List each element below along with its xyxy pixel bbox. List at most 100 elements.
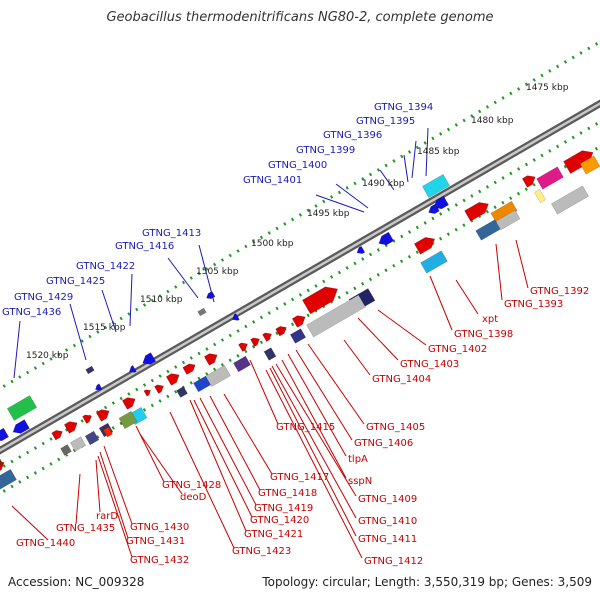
leader-line-upper xyxy=(13,320,21,379)
cds-box-olive xyxy=(118,410,138,430)
cds-box-blue xyxy=(193,375,211,393)
forward-cds-arrow xyxy=(154,384,164,394)
gene-label-upper: GTNG_1422 xyxy=(76,261,135,272)
leader-line-lower xyxy=(223,393,273,475)
cds-box-gray xyxy=(551,185,589,215)
leader-line-lower xyxy=(11,505,49,541)
leader-line-upper xyxy=(411,140,417,179)
leader-line-upper xyxy=(101,289,117,333)
leader-line-lower xyxy=(139,433,183,495)
forward-cds-arrow xyxy=(143,389,151,397)
gene-label-lower: GTNG_1393 xyxy=(504,299,563,310)
gene-label-lower: GTNG_1411 xyxy=(358,534,417,545)
reverse-cds-arrow xyxy=(95,383,103,391)
forward-cds-arrow xyxy=(95,409,110,422)
forward-cds-arrow xyxy=(82,414,92,424)
leader-line-lower xyxy=(495,243,503,301)
leader-line-lower xyxy=(189,399,247,532)
gene-label-lower: GTNG_1432 xyxy=(130,555,189,566)
cds-box-red xyxy=(103,426,113,438)
gene-label-upper: GTNG_1436 xyxy=(2,307,61,318)
leader-line-upper xyxy=(379,169,395,191)
leader-line-lower xyxy=(281,359,347,479)
gene-label-upper: GTNG_1401 xyxy=(243,175,302,186)
leader-line-upper xyxy=(315,194,365,213)
leader-line-lower xyxy=(295,349,353,441)
leader-line-upper xyxy=(69,303,87,361)
leader-line-lower xyxy=(307,343,365,425)
cds-box-purple xyxy=(233,355,251,373)
gene-label-lower: GTNG_1440 xyxy=(16,538,75,549)
gene-label-lower: xpt xyxy=(482,314,498,325)
forward-cds-arrow xyxy=(51,430,63,441)
leader-line-lower xyxy=(249,359,279,425)
gene-label-upper: GTNG_1394 xyxy=(374,102,433,113)
kbp-tick-label: 1495 kbp xyxy=(307,209,350,219)
cds-box-gray xyxy=(495,209,521,231)
cds-box-yellow xyxy=(534,188,546,204)
gene-label-lower: GTNG_1428 xyxy=(162,480,221,491)
forward-cds-arrow xyxy=(464,202,489,222)
reverse-cds-arrow xyxy=(142,352,157,365)
gene-label-lower: GTNG_1435 xyxy=(56,523,115,534)
gene-label-lower: GTNG_1419 xyxy=(254,503,313,514)
gene-label-upper: GTNG_1399 xyxy=(296,145,355,156)
gene-label-lower: GTNG_1430 xyxy=(130,522,189,533)
cds-box-navy xyxy=(85,365,95,375)
gene-label-lower: GTNG_1423 xyxy=(232,546,291,557)
cds-box-cyan xyxy=(422,174,450,198)
map-title: Geobacillus thermodenitrificans NG80-2, … xyxy=(106,10,494,25)
forward-cds-arrow xyxy=(238,342,248,352)
leader-line-lower xyxy=(287,353,347,457)
reverse-cds-arrow xyxy=(433,195,449,210)
forward-cds-arrow xyxy=(262,332,272,342)
gene-label-lower: GTNG_1404 xyxy=(372,374,431,385)
kbp-tick-label: 1480 kbp xyxy=(471,116,514,126)
leader-line-lower xyxy=(271,365,357,519)
leader-line-lower xyxy=(97,455,133,558)
leader-line-lower xyxy=(357,317,399,361)
gene-label-upper: GTNG_1429 xyxy=(14,292,73,303)
leader-line-lower xyxy=(343,339,371,376)
gene-label-upper: GTNG_1400 xyxy=(268,160,327,171)
gene-label-lower: GTNG_1420 xyxy=(250,515,309,526)
forward-cds-arrow xyxy=(165,373,180,386)
cds-box-magenta xyxy=(536,166,564,190)
gene-label-lower: GTNG_1406 xyxy=(354,438,413,449)
reverse-cds-arrow xyxy=(0,427,9,442)
gene-label-lower: GTNG_1392 xyxy=(530,286,589,297)
reverse-cds-arrow xyxy=(129,365,137,373)
forward-cds-arrow xyxy=(413,237,435,255)
reverse-cds-arrow xyxy=(428,203,440,214)
gene-label-lower: GTNG_1403 xyxy=(400,359,459,370)
cds-box-navy xyxy=(84,430,100,446)
leader-line-lower xyxy=(265,369,363,559)
reverse-cds-arrow xyxy=(12,419,30,434)
gene-label-lower: GTNG_1421 xyxy=(244,529,303,540)
leader-line-lower xyxy=(209,395,261,491)
cds-box-navy xyxy=(289,328,307,344)
forward-cds-arrow xyxy=(63,421,78,434)
gene-label-upper: GTNG_1425 xyxy=(46,276,105,287)
cds-box-brown xyxy=(0,454,4,470)
reverse-cds-arrow xyxy=(378,231,394,246)
gene-label-lower: sspN xyxy=(348,476,372,487)
gene-label-lower: GTNG_1431 xyxy=(126,536,185,547)
cds-box-navy xyxy=(263,347,277,361)
leader-line-upper xyxy=(425,127,429,177)
cds-box-green xyxy=(6,395,38,421)
gene-label-upper: GTNG_1396 xyxy=(323,130,382,141)
leader-line-upper xyxy=(403,154,409,183)
gene-label-lower: GTNG_1398 xyxy=(454,329,513,340)
leader-line-lower xyxy=(377,309,427,346)
leader-line-lower xyxy=(169,411,235,549)
forward-cds-arrow xyxy=(275,326,287,337)
cds-box-steel xyxy=(0,468,17,492)
forward-cds-arrow xyxy=(291,315,306,328)
accession-text: Accession: NC_009328 xyxy=(8,575,145,589)
gene-label-lower: rarD xyxy=(96,511,118,522)
forward-cds-arrow xyxy=(182,363,196,375)
genome-stats-text: Topology: circular; Length: 3,550,319 bp… xyxy=(262,575,592,589)
cds-box-gray xyxy=(60,444,72,456)
